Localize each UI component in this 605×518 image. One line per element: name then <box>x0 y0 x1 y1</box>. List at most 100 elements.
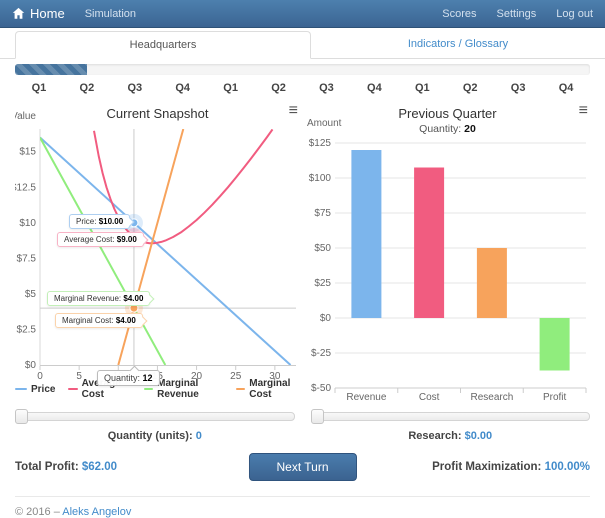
nav-item-scores[interactable]: Scores <box>442 7 477 20</box>
current-snapshot-chart: Current Snapshot ≡ Value $0 $2.5 $5 $7.5 $10 $… <box>15 102 300 402</box>
research-label: Research: <box>408 430 462 442</box>
game-progress-fill <box>15 64 87 75</box>
svg-text:Cost: Cost <box>419 392 440 402</box>
quantity-slider[interactable] <box>15 409 295 424</box>
legend-item-marginal-revenue[interactable]: Marginal Revenue <box>143 378 223 400</box>
home-nav-link[interactable]: Home <box>12 6 65 21</box>
quarter-label: Q1 <box>223 82 238 94</box>
marginal-revenue-tooltip: Marginal Revenue: $4.00 <box>47 291 151 306</box>
quarter-label: Q3 <box>510 82 526 94</box>
svg-text:$100: $100 <box>309 173 332 184</box>
chart-menu-icon[interactable]: ≡ <box>288 102 298 119</box>
quarter-label: Q1 <box>414 82 430 94</box>
svg-text:$0: $0 <box>320 313 332 324</box>
research-slider-handle[interactable] <box>310 409 324 424</box>
svg-text:$-25: $-25 <box>311 348 331 359</box>
quantity-value: 0 <box>195 430 202 442</box>
quantity-label: Quantity (units): <box>107 430 193 442</box>
svg-text:Revenue: Revenue <box>346 392 386 402</box>
research-slider-label: Research: $0.00 <box>311 430 591 442</box>
nav-item-simulation[interactable]: Simulation <box>84 7 137 20</box>
legend-item-marginal-cost[interactable]: Marginal Cost <box>236 378 300 400</box>
svg-text:30: 30 <box>269 371 281 382</box>
tooltip-value: $4.00 <box>123 294 144 303</box>
copyright-text: © 2016 – <box>15 506 60 518</box>
nav-item-logout[interactable]: Log out <box>556 7 593 20</box>
average-cost-tooltip: Average Cost: $9.00 <box>57 232 144 247</box>
quantity-slider-handle[interactable] <box>15 409 28 424</box>
legend-item-price[interactable]: Price <box>15 378 55 400</box>
quarter-label: Q2 <box>79 82 95 94</box>
profit-maximization: Profit Maximization: 100.00% <box>432 461 590 473</box>
brand-label: Home <box>30 6 65 21</box>
quarter-label: Q4 <box>558 82 574 94</box>
svg-text:$12.5: $12.5 <box>15 182 36 193</box>
quarter-label: Q4 <box>367 82 382 94</box>
quantity-slider-label: Quantity (units): 0 <box>15 430 295 442</box>
author-link[interactable]: Aleks Angelov <box>62 506 132 518</box>
svg-text:$5: $5 <box>25 289 37 300</box>
bar-chart-canvas: $125 $100 $75 $50 $25 $0 $-25 $-50 Amount Revenue… <box>307 118 587 402</box>
home-icon <box>12 7 25 20</box>
tab-bar: Headquarters Indicators / Glossary <box>0 31 605 59</box>
svg-text:$7.5: $7.5 <box>17 253 37 264</box>
nav-item-settings[interactable]: Settings <box>496 7 537 20</box>
tab-headquarters[interactable]: Headquarters <box>15 31 311 59</box>
marginal-cost-tooltip: Marginal Cost: $4.00 <box>55 313 143 328</box>
legend-swatch <box>15 388 27 390</box>
quarter-label: Q3 <box>127 82 143 94</box>
tooltip-label: Quantity: <box>104 373 141 383</box>
quarter-label: Q3 <box>319 82 334 94</box>
tooltip-value: 12 <box>142 373 153 383</box>
next-turn-button[interactable]: Next Turn <box>248 453 357 481</box>
svg-text:Profit: Profit <box>543 392 567 402</box>
footer: © 2016 – Aleks Angelov <box>15 506 590 518</box>
legend-label: Marginal Revenue <box>157 378 199 400</box>
svg-text:0: 0 <box>37 371 43 382</box>
charts-row: Current Snapshot ≡ Value $0 $2.5 $5 $7.5 $10 $… <box>15 102 590 402</box>
svg-text:$10: $10 <box>19 218 36 229</box>
footer-divider <box>15 496 590 497</box>
navbar: Home Simulation Scores Settings Log out <box>0 0 605 28</box>
previous-quarter-chart: Previous Quarter Quantity: 20 ≡ $125 $100… <box>305 102 590 403</box>
tooltip-value: $4.00 <box>115 316 136 325</box>
legend-swatch <box>143 388 154 390</box>
quarter-label: Q1 <box>31 82 47 94</box>
legend-label: Price <box>31 383 56 395</box>
svg-text:25: 25 <box>230 371 242 382</box>
legend-swatch <box>236 388 246 390</box>
chart-menu-icon[interactable]: ≡ <box>578 102 588 119</box>
profit-max-value: 100.00% <box>544 461 590 473</box>
research-slider[interactable] <box>310 409 590 424</box>
navbar-right: Scores Settings Log out <box>442 8 593 20</box>
profit-max-label: Profit Maximization: <box>432 461 542 473</box>
total-profit: Total Profit: $62.00 <box>15 461 117 473</box>
svg-text:$125: $125 <box>309 138 332 149</box>
quantity-axis-tooltip: Quantity: 12 <box>97 370 160 386</box>
tooltip-label: Marginal Revenue: <box>54 294 122 303</box>
line-chart-canvas: Value$0$2.5$5$7.5$10$12.5$15051015202530 <box>15 111 296 382</box>
legend-label: Marginal Cost <box>249 378 291 400</box>
total-profit-value: $62.00 <box>81 461 118 473</box>
chart-subtitle: Quantity: 20 <box>305 123 590 135</box>
subtitle-label: Quantity: <box>419 123 462 135</box>
chart-title: Previous Quarter <box>398 106 497 121</box>
quarter-label: Q2 <box>271 82 286 94</box>
svg-text:$15: $15 <box>19 147 36 158</box>
tooltip-label: Marginal Cost: <box>62 316 114 325</box>
total-profit-label: Total Profit: <box>15 461 79 473</box>
svg-text:$-50: $-50 <box>311 383 331 394</box>
svg-text:$25: $25 <box>314 278 331 289</box>
tooltip-value: $10.00 <box>98 217 124 226</box>
svg-text:Research: Research <box>470 392 513 402</box>
quarter-timeline: Q1 Q2 Q3 Q4 Q1 Q2 Q3 Q4 Q1 Q2 Q3 Q4 <box>15 82 590 94</box>
tab-indicators-glossary[interactable]: Indicators / Glossary <box>407 38 509 50</box>
tooltip-label: Price: <box>76 217 97 226</box>
price-tooltip: Price: $10.00 <box>69 214 131 229</box>
quarter-label: Q2 <box>462 82 478 94</box>
subtitle-value: 20 <box>464 123 476 135</box>
quarter-label: Q4 <box>175 82 191 94</box>
legend-swatch <box>68 388 78 390</box>
svg-text:$75: $75 <box>314 208 331 219</box>
svg-text:$50: $50 <box>314 243 331 254</box>
